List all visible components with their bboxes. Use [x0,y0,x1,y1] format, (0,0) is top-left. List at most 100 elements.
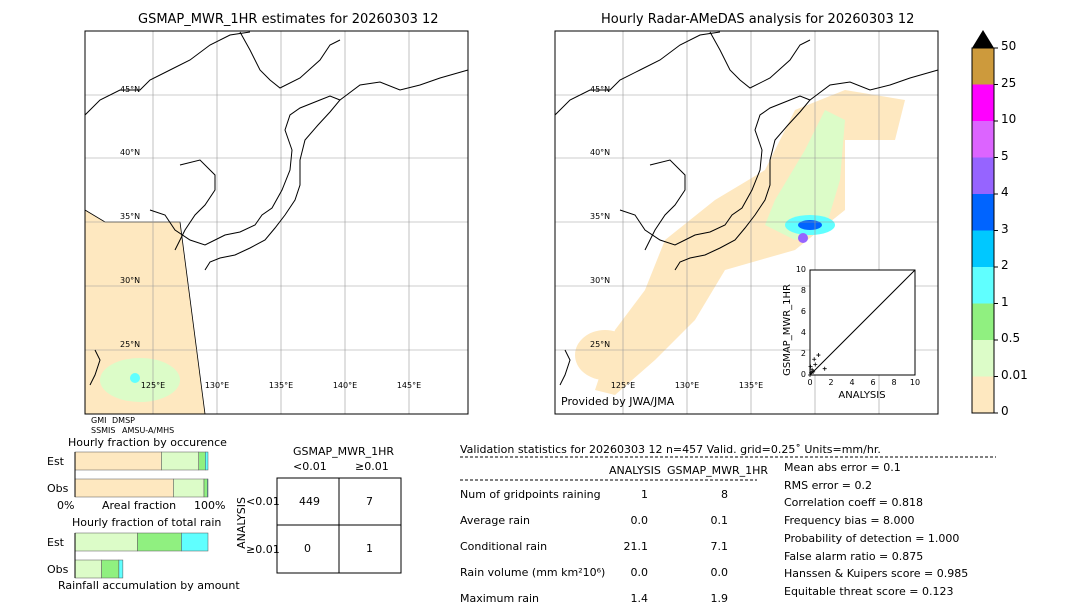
stats-gsmap-value: 8 [721,488,728,501]
y-tick-label: 10 [795,265,806,274]
latitude-label: 30°N [120,276,141,285]
bar-segment [74,532,138,552]
coastline [644,159,686,251]
sensor-gmi: GMI [91,416,107,425]
map-frame [554,30,939,415]
bar-segment [118,559,124,579]
right-map-title: Hourly Radar-AMeDAS analysis for 2026030… [601,12,915,27]
stats-analysis-value: 1.4 [630,592,649,605]
rain-obs-label: Obs [47,563,69,576]
rain-xlabel: Rainfall accumulation by amount [58,579,240,592]
colorbar-label: 3 [1001,221,1009,236]
coastline [84,31,251,116]
scatter-point [822,366,827,371]
bar-segment [181,532,209,552]
coastline [559,349,571,386]
colorbar-segment [972,84,994,121]
bar-segment [137,532,182,552]
colorbar-extend-arrow [972,30,994,48]
colorbar-segment [972,48,994,85]
bar-segment [101,559,120,579]
occ-xlabel: Areal fraction [102,499,177,512]
stats-row-label: Conditional rain [460,540,548,553]
x-tick-label: 10 [909,378,921,387]
x-tick-label: 0 [807,378,813,387]
y-tick-label: 2 [800,349,806,358]
stats-row-label: Average rain [460,514,530,527]
coastline [554,31,721,116]
colorbar-label: 50 [1001,39,1017,53]
colorbar-label: 4 [1001,185,1009,199]
latitude-label: 30°N [590,276,611,285]
latitude-label: 35°N [590,212,611,221]
occ-est-label: Est [47,455,64,468]
rain-est-label: Est [47,536,64,549]
bar-segment [207,478,209,498]
stats-gsmap-value: 0.1 [710,514,729,527]
longitude-label: 125°E [610,381,636,390]
coastline [149,95,341,271]
longitude-label: 145°E [396,381,422,390]
rain-area [798,233,808,243]
bar-segment [173,478,205,498]
stats-gsmap-value: 0.0 [710,566,729,579]
stats-analysis-value: 1 [641,488,648,501]
latitude-label: 25°N [120,340,141,349]
latitude-label: 45°N [590,85,611,94]
scatter-xlabel: ANALYSIS [838,390,886,401]
stats-analysis-value: 21.1 [623,540,649,553]
scatter-inset [808,269,916,377]
score-line: Probability of detection = 1.000 [784,531,960,545]
sensor-amsu: AMSU-A/MHS [122,426,175,435]
stats-col-gsmap: GSMAP_MWR_1HR [667,464,769,477]
colorbar-segment [972,230,994,267]
credit-text: Provided by JWA/JMA [561,395,675,408]
y-tick-label: 4 [800,328,806,337]
contingency-col-ge: ≥0.01 [355,460,389,473]
coastline [709,31,811,89]
colorbar-segment [972,267,994,304]
colorbar-segment [972,376,994,413]
scatter-point [810,367,815,372]
latitude-label: 45°N [120,85,141,94]
score-line: Hanssen & Kuipers score = 0.985 [784,567,969,581]
cell-11: 1 [366,542,373,555]
rain-area [765,110,845,240]
right-map [554,30,939,415]
coastline [809,69,939,101]
left-map-title: GSMAP_MWR_1HR estimates for 20260303 12 [138,12,439,27]
rain-fraction-title: Hourly fraction of total rain [72,516,222,529]
rain-area [130,373,140,383]
longitude-label: 125°E [140,381,166,390]
stacked-bar-chart [74,451,209,498]
contingency-row-ge: ≥0.01 [246,543,280,556]
diagonal-line [809,269,916,376]
sensor-ssmis: SSMIS [91,426,116,435]
map-frame [84,30,469,415]
score-line: False alarm ratio = 0.875 [784,549,924,563]
stats-analysis-value: 0.0 [630,514,649,527]
bar-segment [203,478,208,498]
x-tick-label: 4 [849,378,855,387]
scatter-point [809,370,814,375]
occ-obs-label: Obs [47,482,69,495]
contingency-row-lt: <0.01 [246,495,280,508]
colorbar-label: 1 [1001,294,1009,309]
coastline [339,69,469,101]
stats-row-label: Maximum rain [460,592,539,605]
contingency-row-label: ANALYSIS [235,497,248,549]
latitude-label: 35°N [120,212,141,221]
score-line: Equitable threat score = 0.123 [784,584,954,598]
coastline [174,159,216,251]
scatter-point [811,369,816,374]
occ-tick-100: 100% [194,499,226,512]
scatter-point [816,353,821,358]
bar-segment [198,451,206,471]
stats-analysis-value: 0.0 [630,566,649,579]
coastline [239,31,341,89]
rain-area [575,330,635,380]
x-tick-label: 8 [891,378,897,387]
stats-col-analysis: ANALYSIS [609,464,661,477]
